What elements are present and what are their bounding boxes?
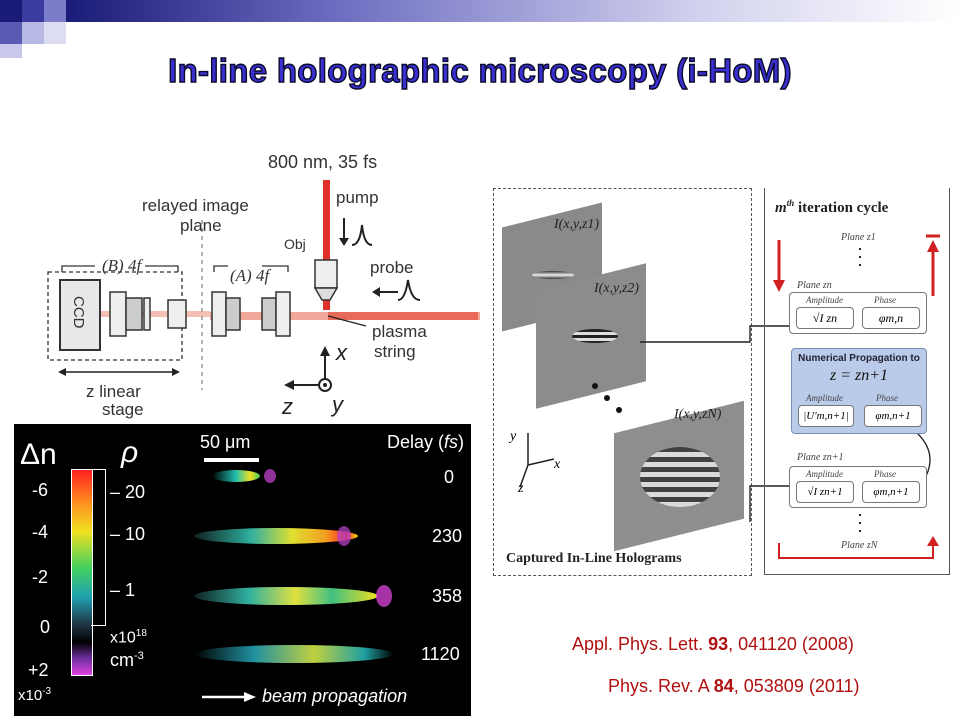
connector-lines — [640, 325, 790, 522]
hologram-axis-x: x — [554, 457, 561, 472]
reference-2: Phys. Rev. A 84, 053809 (2011) — [608, 676, 860, 696]
plane-label: Plane zn+1 — [797, 452, 844, 463]
scale-bar-label: 50 μm — [200, 432, 251, 452]
delay-header: Delay (fs) — [387, 432, 465, 452]
delay-value: 230 — [432, 526, 463, 546]
relayed-label-2: plane — [180, 216, 222, 235]
pump-beam — [323, 180, 330, 310]
plasma-trace-0 — [212, 470, 260, 482]
plasma-label-1: plasma — [372, 322, 427, 341]
hologram-label: I(x,y,zN) — [674, 407, 722, 422]
hologram-image — [502, 202, 602, 332]
hologram-axis-y: y — [510, 429, 517, 444]
dn-tick: +2 — [28, 660, 49, 680]
dn-tick: -6 — [32, 480, 49, 500]
rho-tick: – 10 — [110, 524, 146, 544]
vertical-dots: · · · — [857, 238, 863, 274]
rho-tick: – 1 — [110, 580, 136, 600]
plane-label: Plane zn — [797, 280, 832, 291]
hologram-axis-z: z — [518, 481, 524, 496]
dn-unit: x10-3 — [18, 686, 52, 704]
pump-label: pump — [336, 188, 379, 207]
axis-y-label: y — [332, 392, 343, 417]
plane-label: Plane z1 — [841, 232, 876, 243]
dn-tick: -4 — [32, 522, 49, 542]
objective-label: Obj — [284, 236, 306, 252]
beam-propagation-label: beam propagation — [262, 686, 408, 706]
a4f-label: (A) 4f — [230, 266, 270, 285]
hologram-caption: Captured In-Line Holograms — [506, 551, 682, 566]
hologram-label: I(x,y,z2) — [594, 281, 640, 296]
stage-label-2: stage — [102, 400, 144, 419]
objective — [314, 259, 338, 289]
slide-title: In-line holographic microscopy (i-HoM) — [167, 51, 792, 89]
delay-value: 1120 — [421, 644, 460, 664]
plane-label: Plane zN — [841, 540, 878, 551]
hologram-axes — [519, 433, 555, 488]
ccd-box — [59, 279, 101, 351]
probe-label: probe — [370, 258, 414, 277]
plasma-density-panel: Δn ρ -6 -4 -2 0 +2 x10-3 – 20 – 10 – 1 x… — [14, 424, 471, 716]
relayed-label-1: relayed image — [142, 196, 249, 215]
hologram-image — [536, 263, 646, 409]
reference-1: Appl. Phys. Lett. 93, 041120 (2008) — [572, 634, 854, 654]
dn-tick: 0 — [40, 617, 51, 637]
hologram-label: I(x,y,z1) — [554, 217, 600, 232]
plasma-trace-358 — [194, 587, 378, 605]
rho-colorbar-outline — [91, 469, 106, 626]
plasma-label-2: string — [374, 342, 416, 361]
delay-value: 358 — [432, 586, 463, 606]
hologram-panel: I(x,y,z1) I(x,y,z2) I(x,y,zN) y x z Capt… — [493, 188, 752, 576]
scale-bar — [204, 458, 259, 462]
plasma-trace-230 — [194, 528, 358, 544]
laser-spec-label: 800 nm, 35 fs — [268, 152, 378, 172]
rho-cm-unit: cm-3 — [110, 650, 144, 670]
hologram-image — [614, 400, 744, 552]
dn-tick: -2 — [32, 567, 49, 587]
rho-tick: – 20 — [110, 482, 146, 502]
plane-zn1-box: Amplitude Phase √I zn+1 φm,n+1 — [789, 466, 927, 508]
rho-unit: x1018 — [110, 628, 147, 647]
axis-x-label: x — [336, 340, 347, 365]
beam-arrow-icon — [202, 692, 256, 702]
colorbar — [71, 469, 93, 676]
iteration-title: mth iteration cycle — [775, 198, 889, 216]
rho-label: ρ — [121, 436, 139, 469]
dn-label: Δn — [20, 438, 57, 471]
b4f-label: (B) 4f — [102, 256, 142, 275]
header-gradient-bar — [66, 0, 960, 22]
delay-value: 0 — [444, 467, 455, 487]
numerical-propagation-box: Numerical Propagation to z = zn+1 Amplit… — [791, 348, 927, 434]
plane-zn-box: Amplitude Phase √I zn φm,n — [789, 292, 927, 334]
stage-label-1: z linear — [86, 382, 141, 401]
ccd-label: CCD — [70, 296, 87, 329]
vertical-dots: · · · — [857, 504, 863, 540]
iteration-panel: mth iteration cycle Plane z1 · · · Plane z… — [764, 188, 950, 575]
plasma-trace-1120 — [194, 645, 394, 663]
axis-z-label: z — [282, 394, 293, 419]
